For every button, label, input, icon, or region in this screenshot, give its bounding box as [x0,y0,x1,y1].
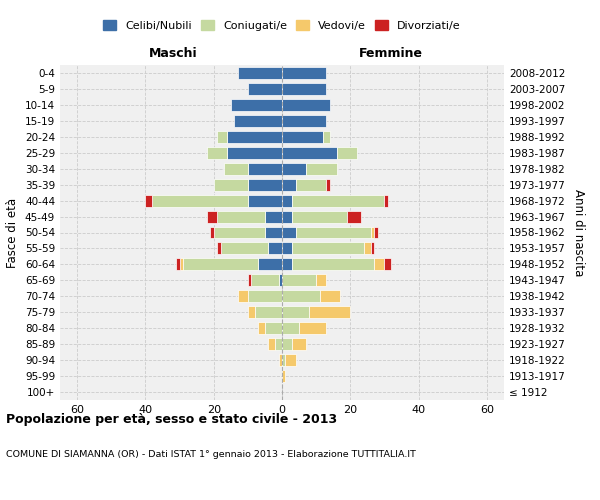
Bar [292,194,385,206]
Bar [217,131,227,143]
Bar [183,258,258,270]
Bar [292,258,374,270]
Bar [296,178,326,190]
Bar [268,338,275,350]
Bar [299,322,326,334]
Bar [374,258,385,270]
Bar [231,99,282,111]
Bar [248,306,254,318]
Bar [248,83,282,95]
Bar [296,226,371,238]
Bar [282,258,292,270]
Bar [248,290,282,302]
Bar [326,178,330,190]
Bar [248,178,282,190]
Bar [282,274,316,286]
Bar [207,147,227,158]
Bar [282,338,292,350]
Bar [282,194,292,206]
Bar [282,370,286,382]
Text: Popolazione per età, sesso e stato civile - 2013: Popolazione per età, sesso e stato civil… [6,412,337,426]
Bar [282,115,326,127]
Bar [292,338,306,350]
Bar [364,242,371,254]
Bar [282,147,337,158]
Text: Maschi: Maschi [148,47,197,60]
Bar [207,210,217,222]
Bar [292,210,347,222]
Bar [214,226,265,238]
Bar [227,131,282,143]
Bar [282,178,296,190]
Bar [278,274,282,286]
Bar [227,147,282,158]
Bar [310,306,350,318]
Bar [152,194,248,206]
Bar [217,242,221,254]
Bar [221,242,268,254]
Bar [282,67,326,79]
Bar [176,258,179,270]
Bar [145,194,152,206]
Bar [210,226,214,238]
Bar [248,274,251,286]
Text: COMUNE DI SIAMANNA (OR) - Dati ISTAT 1° gennaio 2013 - Elaborazione TUTTITALIA.I: COMUNE DI SIAMANNA (OR) - Dati ISTAT 1° … [6,450,416,459]
Bar [282,226,296,238]
Bar [254,306,282,318]
Bar [371,226,374,238]
Bar [238,67,282,79]
Bar [374,226,377,238]
Bar [286,354,296,366]
Y-axis label: Anni di nascita: Anni di nascita [572,189,585,276]
Bar [316,274,326,286]
Y-axis label: Fasce di età: Fasce di età [7,198,19,268]
Bar [337,147,357,158]
Bar [258,258,282,270]
Bar [282,83,326,95]
Bar [179,258,183,270]
Bar [278,354,282,366]
Bar [265,226,282,238]
Bar [385,194,388,206]
Bar [248,194,282,206]
Bar [282,290,320,302]
Bar [238,290,248,302]
Bar [268,242,282,254]
Bar [282,162,306,174]
Bar [371,242,374,254]
Bar [347,210,361,222]
Text: Femmine: Femmine [359,47,423,60]
Bar [282,306,310,318]
Bar [282,99,330,111]
Bar [258,322,265,334]
Bar [282,354,286,366]
Bar [385,258,391,270]
Bar [306,162,337,174]
Legend: Celibi/Nubili, Coniugati/e, Vedovi/e, Divorziati/e: Celibi/Nubili, Coniugati/e, Vedovi/e, Di… [99,16,465,35]
Bar [265,210,282,222]
Bar [224,162,248,174]
Bar [292,242,364,254]
Bar [275,338,282,350]
Bar [282,210,292,222]
Bar [282,242,292,254]
Bar [265,322,282,334]
Bar [282,322,299,334]
Bar [323,131,330,143]
Bar [214,178,248,190]
Bar [217,210,265,222]
Bar [251,274,278,286]
Bar [282,131,323,143]
Bar [320,290,340,302]
Bar [234,115,282,127]
Bar [248,162,282,174]
